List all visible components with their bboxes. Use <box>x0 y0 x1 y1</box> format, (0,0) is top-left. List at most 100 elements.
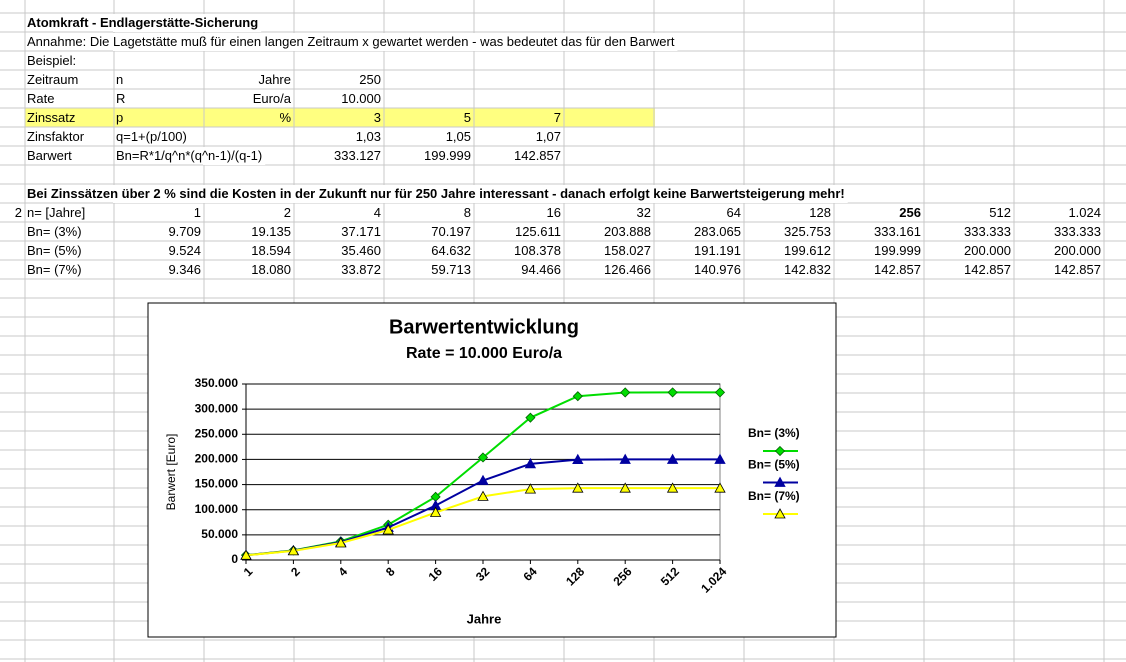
cell-text: Bn= (7%) <box>27 262 82 277</box>
data-point <box>382 524 394 535</box>
y-tick-label: 0 <box>231 552 238 566</box>
cell-text: 9.709 <box>168 224 201 239</box>
cell-text: 1 <box>194 205 201 220</box>
cell-text: 19.135 <box>251 224 291 239</box>
cell-text: 9.524 <box>168 243 201 258</box>
data-point <box>477 452 489 463</box>
legend-marker <box>774 508 786 519</box>
y-tick-label: 200.000 <box>195 452 239 466</box>
cell-text: 108.378 <box>514 243 561 258</box>
cell-text: Euro/a <box>253 91 292 106</box>
y-tick-label: 150.000 <box>195 477 239 491</box>
cell-text: 94.466 <box>521 262 561 277</box>
y-tick-label: 100.000 <box>195 502 239 516</box>
y-tick-label: 300.000 <box>195 401 239 415</box>
data-point <box>429 506 442 517</box>
overflow-bg <box>113 14 262 32</box>
cell-text: 125.611 <box>515 224 561 239</box>
cell-text: Zeitraum <box>27 72 78 87</box>
cell-text: 191.191 <box>694 243 741 258</box>
cell-text: R <box>116 91 125 106</box>
data-point <box>620 387 631 398</box>
cell-text: 128 <box>809 205 831 220</box>
data-point <box>714 482 726 493</box>
cell-text: 16 <box>547 205 561 220</box>
cell-text: 199.612 <box>784 243 831 258</box>
cell-text: 512 <box>989 205 1011 220</box>
data-point <box>572 453 584 465</box>
legend-label: Bn= (7%) <box>748 489 800 503</box>
data-point <box>666 482 679 493</box>
cell-text: 18.594 <box>251 243 291 258</box>
cell-text: 142.857 <box>874 262 921 277</box>
cell-text: 59.713 <box>431 262 471 277</box>
cell-text: 200.000 <box>964 243 1011 258</box>
overflow-bg <box>203 147 266 165</box>
cell-text: Atomkraft - Endlagerstätte-Sicherung <box>27 15 258 30</box>
cell-text: 1.024 <box>1068 205 1101 220</box>
data-point <box>666 453 679 464</box>
cell-text: Beispiel: <box>27 53 76 68</box>
cell-text: Jahre <box>258 72 291 87</box>
cell-text: 200.000 <box>1054 243 1101 258</box>
cell-text: 64.632 <box>431 243 471 258</box>
cell-text: 3 <box>374 110 381 125</box>
cell-text: Bei Zinssätzen über 2 % sind die Kosten … <box>27 186 845 201</box>
overflow-bg <box>113 185 848 203</box>
y-tick-label: 350.000 <box>195 376 239 390</box>
cell-text: Zinssatz <box>27 110 75 125</box>
legend-label: Bn= (3%) <box>748 426 800 440</box>
cell-text: 18.080 <box>251 262 291 277</box>
cell-text: 256 <box>899 205 921 220</box>
chart: Barwertentwicklung Rate = 10.000 Euro/a 0 5… <box>147 302 837 638</box>
overflow-bg <box>113 33 678 51</box>
cell-text: 7 <box>554 110 561 125</box>
cell-text: Bn= (5%) <box>27 243 82 258</box>
cell-text: 142.857 <box>514 148 561 163</box>
cell-text: n <box>116 72 123 87</box>
data-point <box>524 483 537 494</box>
data-point <box>240 549 252 560</box>
cell-text: 126.466 <box>604 262 651 277</box>
cell-text: 33.872 <box>341 262 381 277</box>
cell-text: 199.999 <box>874 243 921 258</box>
cell-text: 325.753 <box>784 224 831 239</box>
cell-text: 142.857 <box>964 262 1011 277</box>
cell-text: 1,03 <box>356 129 381 144</box>
cell-text: 4 <box>374 205 381 220</box>
data-point <box>714 387 726 398</box>
data-point <box>287 545 300 556</box>
legend-marker <box>774 476 786 487</box>
cell-text: 70.197 <box>431 224 471 239</box>
cell-text: 333.127 <box>334 148 381 163</box>
cell-text: 333.161 <box>874 224 921 239</box>
cell-text: Bn= (3%) <box>27 224 82 239</box>
cell-text: 158.027 <box>604 243 651 258</box>
cell-text: 37.171 <box>341 224 381 239</box>
cell-text: 5 <box>464 110 471 125</box>
cell-text: Annahme: Die Lagetstätte muß für einen l… <box>27 34 675 49</box>
y-axis-label: Barwert [Euro] <box>164 434 178 511</box>
cell-text: n= [Jahre] <box>27 205 85 220</box>
chart-title: Barwertentwicklung <box>389 316 579 338</box>
cell-text: 32 <box>637 205 651 220</box>
cell-text: 1,05 <box>446 129 471 144</box>
cell-text: 9.346 <box>168 262 201 277</box>
data-point <box>714 453 726 464</box>
cell-text: 333.333 <box>1054 224 1101 239</box>
highlight-fill <box>25 108 655 127</box>
y-tick-label: 50.000 <box>201 527 238 541</box>
x-axis-label: Jahre <box>467 611 502 626</box>
cell-text: Rate <box>27 91 54 106</box>
data-point <box>525 412 536 423</box>
legend-label: Bn= (5%) <box>748 458 800 472</box>
cell-texts: Atomkraft - Endlagerstätte-Sicherung Anna… <box>15 14 1101 277</box>
cell-text: 35.460 <box>341 243 381 258</box>
cell-text: 333.333 <box>964 224 1011 239</box>
data-point <box>477 490 489 501</box>
legend-marker <box>774 445 786 457</box>
data-point <box>572 391 583 402</box>
data-point <box>524 458 537 469</box>
cell-text: q=1+(p/100) <box>116 129 187 144</box>
